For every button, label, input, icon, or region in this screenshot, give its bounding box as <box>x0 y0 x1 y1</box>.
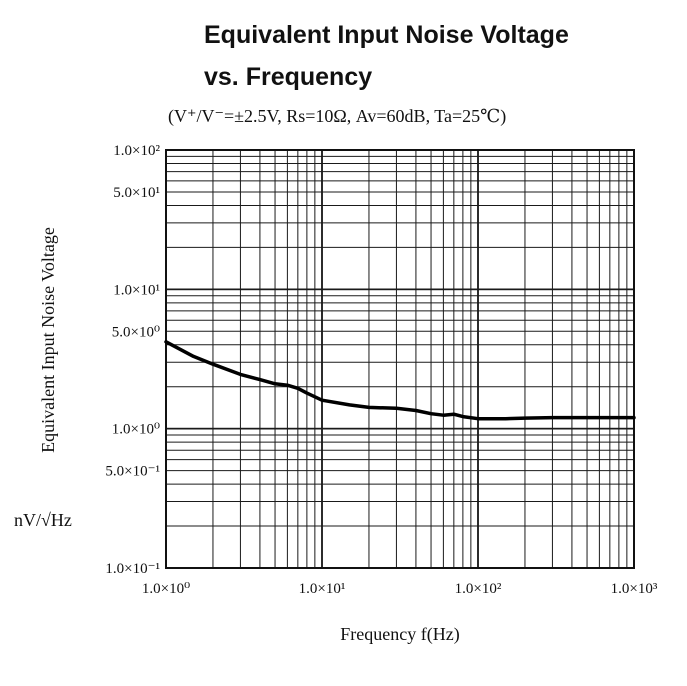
y-tick-label: 1.0×10² <box>113 143 160 159</box>
y-tick-labels: 1.0×10² 5.0×10¹ 1.0×10¹ 5.0×10⁰ 1.0×10⁰ 5.0×1… <box>105 143 160 577</box>
x-tick-label: 1.0×10¹ <box>299 581 346 597</box>
y-axis-unit: nV/√Hz <box>14 510 72 530</box>
plot-frame <box>165 149 635 569</box>
series-group <box>164 340 636 421</box>
y-tick-label: 5.0×10¹ <box>113 185 160 201</box>
x-axis-label: Frequency f(Hz) <box>340 624 459 645</box>
y-tick-label: 5.0×10⁻¹ <box>105 464 160 480</box>
series-line-0 <box>164 340 636 421</box>
y-tick-label: 5.0×10⁰ <box>112 324 160 340</box>
x-tick-labels: 1.0×10⁰ 1.0×10¹ 1.0×10² 1.0×10³ <box>142 581 658 597</box>
plot-grid <box>165 149 635 569</box>
y-tick-label: 1.0×10¹ <box>113 282 160 298</box>
x-tick-label: 1.0×10⁰ <box>142 581 190 597</box>
x-tick-label: 1.0×10² <box>455 581 502 597</box>
y-tick-label: 1.0×10⁻¹ <box>105 561 160 577</box>
chart-title: Equivalent Input Noise Voltage <box>204 21 569 49</box>
chart-title-line2: vs. Frequency <box>204 63 373 91</box>
y-axis-label: Equivalent Input Noise Voltage <box>38 227 58 453</box>
chart-subtitle: (V⁺/V⁻=±2.5V, Rs=10Ω, Av=60dB, Ta=25℃) <box>168 106 507 126</box>
x-tick-label: 1.0×10³ <box>611 581 658 597</box>
y-tick-label: 1.0×10⁰ <box>112 422 160 438</box>
